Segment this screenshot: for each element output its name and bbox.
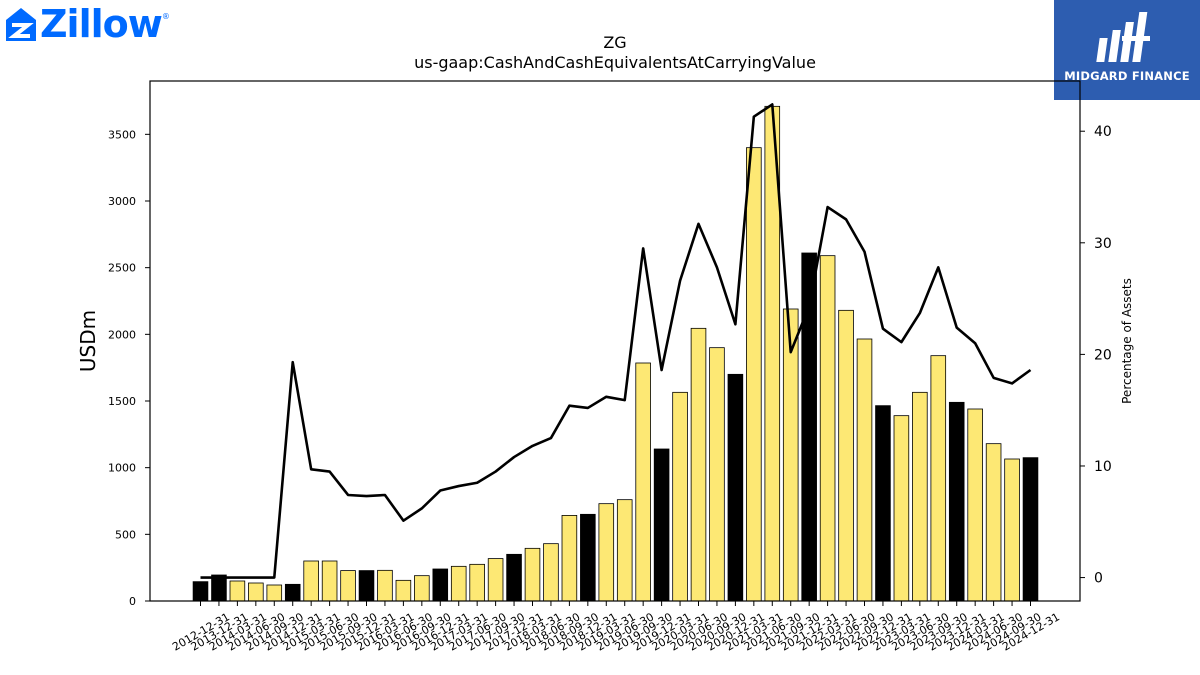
y-tick-label: 2000 xyxy=(108,328,136,341)
zillow-logo: Zillow ® xyxy=(4,4,170,44)
midgard-emblem-icon xyxy=(1096,12,1150,62)
bar-2014-12-31 xyxy=(284,583,301,602)
y-tick-label: 1500 xyxy=(108,395,136,408)
y2-axis-label: Percentage of Assets xyxy=(1120,278,1134,404)
bar-2023-06-30 xyxy=(912,391,928,602)
bar-2023-09-30 xyxy=(930,355,947,602)
midgard-brand-text: MIDGARD FINANCE xyxy=(1064,69,1190,83)
bar-2016-09-30 xyxy=(414,575,430,602)
bar-2022-06-30 xyxy=(838,309,854,602)
bar-2016-06-30 xyxy=(395,579,412,602)
y-tick-label: 3500 xyxy=(108,128,136,141)
y2-tick-label: 0 xyxy=(1094,571,1103,587)
bar-2018-03-31 xyxy=(524,547,541,602)
bar-2019-06-30 xyxy=(616,499,633,602)
bar-2024-03-31 xyxy=(967,408,983,602)
bar-2022-09-30 xyxy=(856,338,873,602)
bar-2016-03-31 xyxy=(377,569,393,602)
plot-frame xyxy=(149,80,1081,602)
bar-2020-12-31 xyxy=(727,373,744,602)
bar-2017-09-30 xyxy=(487,558,504,602)
bar-2020-06-30 xyxy=(690,327,707,602)
bar-2015-03-31 xyxy=(303,560,319,602)
registered-mark: ® xyxy=(161,12,170,21)
y2-axis: 0 10 20 30 40 xyxy=(1080,124,1112,587)
midgard-finance-logo: MIDGARD FINANCE xyxy=(1054,0,1200,100)
zillow-wordmark: Zillow xyxy=(40,2,163,46)
y2-tick-label: 30 xyxy=(1094,236,1112,252)
bar-2015-09-30 xyxy=(340,570,356,602)
y2-tick-label: 40 xyxy=(1094,124,1112,140)
bar-2019-09-30 xyxy=(635,362,651,602)
bar-2014-06-30 xyxy=(248,582,264,602)
y2-tick-label: 10 xyxy=(1094,459,1112,475)
bar-2021-03-31 xyxy=(746,147,762,602)
x-axis: 2012-12-312013-12-312014-03-312014-06-30… xyxy=(170,601,1062,654)
bar-2014-03-31 xyxy=(229,580,246,602)
bar-2017-03-31 xyxy=(450,565,467,602)
bars-layer xyxy=(192,105,1039,602)
y-tick-label: 2500 xyxy=(108,262,136,275)
y-tick-label: 1000 xyxy=(108,462,136,475)
bar-2023-03-31 xyxy=(893,415,910,602)
y2-tick-label: 20 xyxy=(1094,347,1112,363)
bar-2019-03-31 xyxy=(598,503,615,602)
bar-2014-09-30 xyxy=(266,584,283,602)
bar-2017-12-31 xyxy=(506,553,522,602)
chart-title: ZG xyxy=(603,33,626,52)
y-tick-label: 3000 xyxy=(108,195,136,208)
y-axis: 0 500 1000 1500 2000 2500 3000 3500 xyxy=(108,128,150,608)
bar-2012-12-31 xyxy=(192,581,209,602)
bar-2022-12-31 xyxy=(875,405,891,602)
bar-2024-06-30 xyxy=(985,443,1002,602)
bar-2018-06-30 xyxy=(543,543,559,602)
bar-2018-09-30 xyxy=(561,515,578,602)
bar-2015-12-31 xyxy=(358,570,375,602)
percentage-of-assets-line xyxy=(200,103,1032,579)
y-axis-label: USDm xyxy=(76,310,100,372)
line-layer xyxy=(200,103,1032,579)
bar-2020-09-30 xyxy=(709,347,725,602)
bar-2016-12-31 xyxy=(432,568,449,602)
bar-2015-06-30 xyxy=(321,560,338,602)
y-tick-label: 500 xyxy=(115,528,136,541)
bar-2019-12-31 xyxy=(653,448,670,602)
bar-2024-12-31 xyxy=(1022,457,1039,602)
bar-2022-03-31 xyxy=(819,255,836,602)
zillow-house-icon xyxy=(6,8,36,41)
bar-2013-12-31 xyxy=(211,574,227,602)
bar-2023-12-31 xyxy=(948,401,965,602)
bar-2020-03-31 xyxy=(672,391,688,602)
bar-2024-09-30 xyxy=(1004,458,1020,602)
chart-subtitle: us-gaap:CashAndCashEquivalentsAtCarrying… xyxy=(414,53,816,72)
bar-2017-06-30 xyxy=(469,563,485,602)
bar-2018-12-31 xyxy=(580,513,596,602)
y-tick-label: 0 xyxy=(129,595,136,608)
